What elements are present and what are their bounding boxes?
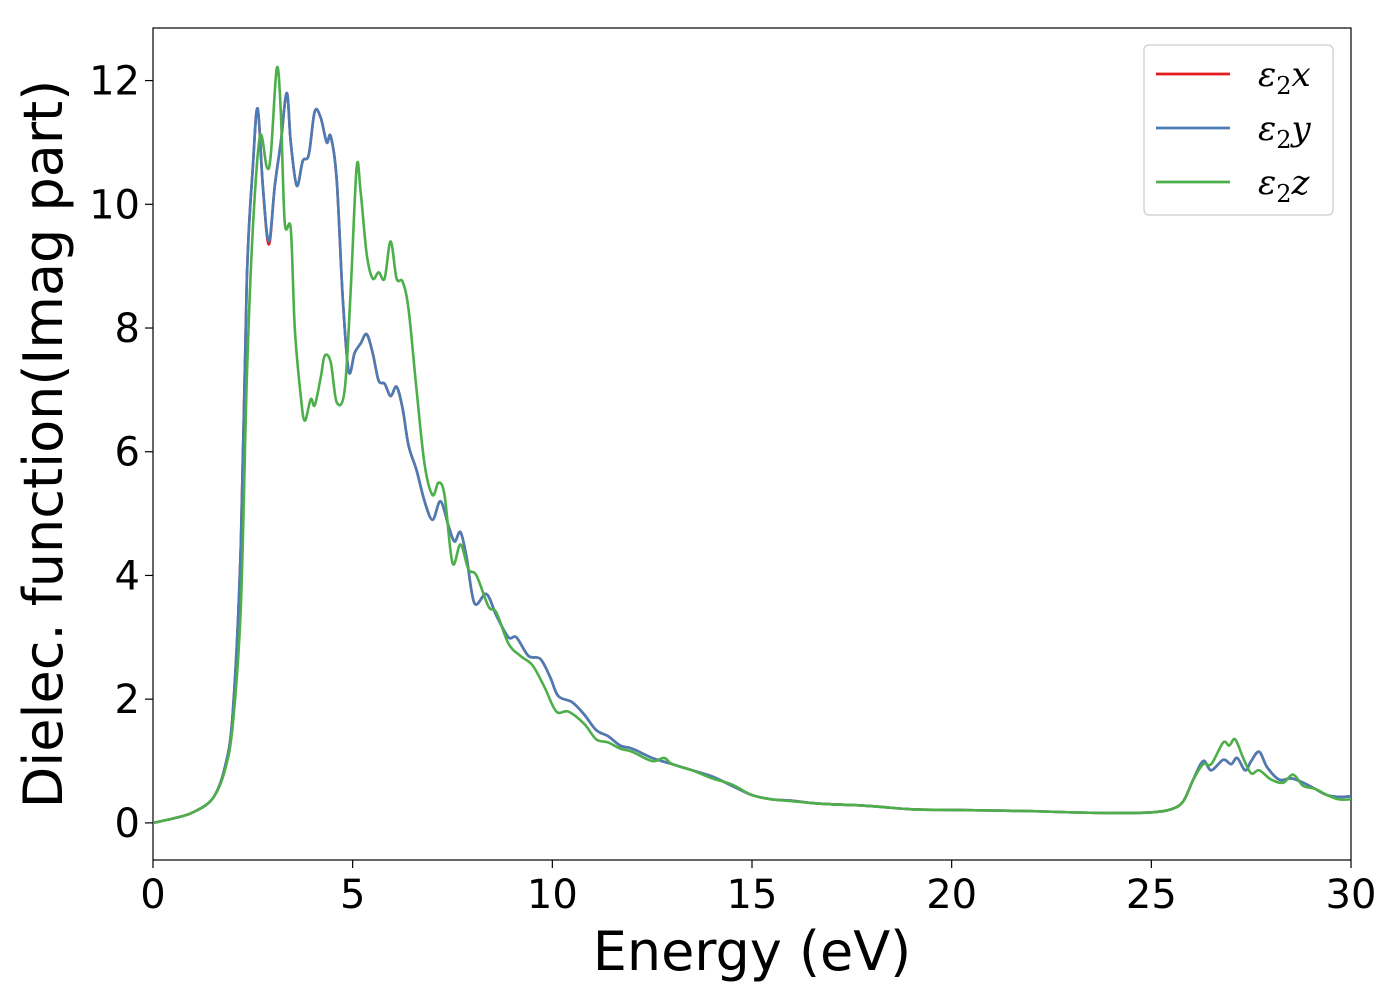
x-tick-label: 20 [926,872,977,918]
series-lines [153,65,1351,825]
legend: ε2x ε2y ε2z [1143,44,1334,216]
legend-box [1143,44,1334,216]
series-line-z [153,65,1351,825]
y-tick-label: 12 [89,59,140,105]
x-tick-label: 15 [727,872,778,918]
x-tick-label: 10 [527,872,578,918]
y-axis-label: Dielec. function(Imag part) [12,80,75,809]
x-tick-label: 30 [1326,872,1377,918]
y-tick-label: 4 [115,553,140,599]
y-tick-label: 10 [89,182,140,228]
legend-label-x: ε2x [1258,55,1311,100]
x-axis-label: Energy (eV) [593,920,912,983]
y-tick-label: 6 [115,430,140,476]
y-tick-label: 2 [115,677,140,723]
x-tick-label: 0 [140,872,165,918]
x-tick-label: 5 [340,872,365,918]
y-tick-label: 8 [115,306,140,352]
y-axis: 0 2 4 6 8 10 12 [89,59,153,847]
legend-label-y: ε2y [1258,109,1312,154]
x-tick-label: 25 [1126,872,1177,918]
legend-label-z: ε2z [1258,163,1311,208]
y-tick-label: 0 [115,801,140,847]
x-axis: 0 5 10 15 20 25 30 [140,860,1376,918]
